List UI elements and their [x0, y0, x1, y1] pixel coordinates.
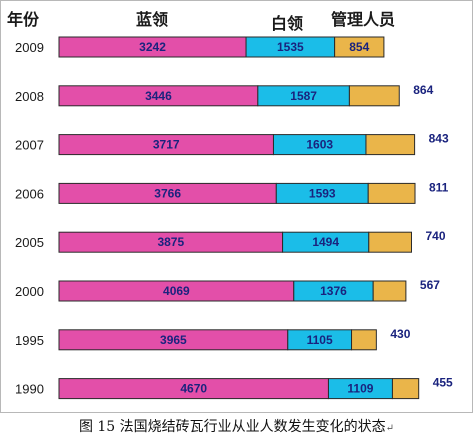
label-white-collar: 1587 [290, 89, 317, 103]
bar-row: 2007 3717 1603 843 [15, 132, 449, 156]
year-label: 2005 [15, 235, 44, 250]
label-management: 740 [425, 229, 445, 243]
year-label: 1990 [15, 382, 44, 397]
segment-management [348, 85, 400, 107]
segment-management [365, 134, 416, 156]
bar-row: 2006 3766 1593 811 [15, 180, 449, 204]
legend-blue-collar: 蓝领 [136, 10, 168, 29]
label-management: 567 [420, 278, 440, 292]
stacked-bar-chart: 年份 蓝领 白领 管理人员 2009 3242 1535 854 2008 3446 158… [7, 10, 453, 400]
segment-management [391, 378, 420, 400]
segment-management [368, 231, 412, 253]
year-label: 2008 [15, 89, 44, 104]
label-blue-collar: 3766 [154, 186, 181, 200]
label-white-collar: 1105 [307, 333, 333, 347]
label-blue-collar: 3717 [153, 138, 180, 152]
label-blue-collar: 4670 [180, 382, 207, 396]
y-axis-header: 年份 [7, 10, 40, 29]
bar-row: 2005 3875 1494 740 [15, 229, 446, 253]
caption-text: 图 15 法国烧结砖瓦行业从业人数发生变化的状态 [78, 419, 386, 435]
year-label: 2007 [15, 138, 44, 153]
segment-management [351, 329, 377, 351]
label-white-collar: 1376 [320, 284, 347, 298]
label-white-collar: 1593 [309, 186, 336, 200]
label-management: 864 [413, 83, 433, 97]
label-blue-collar: 3446 [145, 89, 172, 103]
legend-white-collar: 白领 [271, 14, 303, 33]
bar-row: 2009 3242 1535 854 [15, 36, 385, 58]
label-blue-collar: 4069 [163, 284, 190, 298]
figure-caption: 图 15 法国烧结砖瓦行业从业人数发生变化的状态↵ [0, 416, 473, 436]
label-white-collar: 1109 [347, 382, 373, 396]
legend-management: 管理人员 [331, 10, 395, 29]
year-label: 2006 [15, 186, 44, 201]
year-label: 2009 [15, 40, 44, 55]
segment-management [334, 36, 385, 58]
label-management: 430 [390, 327, 410, 341]
bar-rows: 2009 3242 1535 854 2008 3446 1587 864 2007 3717 16… [15, 36, 453, 400]
year-label: 2000 [15, 284, 44, 299]
label-white-collar: 1603 [306, 138, 333, 152]
segment-management [372, 280, 407, 302]
label-management: 811 [429, 180, 449, 194]
bar-row: 2000 4069 1376 567 [15, 278, 440, 302]
bar-row: 1990 4670 1109 455 [15, 376, 453, 400]
label-blue-collar: 3875 [157, 235, 184, 249]
bar-row: 2008 3446 1587 864 [15, 83, 434, 107]
bar-row: 1995 3965 1105 430 [15, 327, 411, 351]
paragraph-mark: ↵ [385, 423, 395, 434]
label-blue-collar: 3242 [139, 40, 166, 54]
chart-frame: 年份 蓝领 白领 管理人员 2009 3242 1535 854 2008 3446 158… [0, 0, 473, 413]
label-white-collar: 1494 [312, 235, 339, 249]
label-management: 843 [429, 132, 449, 146]
label-white-collar: 1535 [277, 40, 304, 54]
label-blue-collar: 3965 [160, 333, 187, 347]
label-management: 455 [433, 376, 453, 390]
segment-management [367, 182, 416, 204]
year-label: 1995 [15, 333, 44, 348]
label-management: 854 [349, 40, 369, 54]
